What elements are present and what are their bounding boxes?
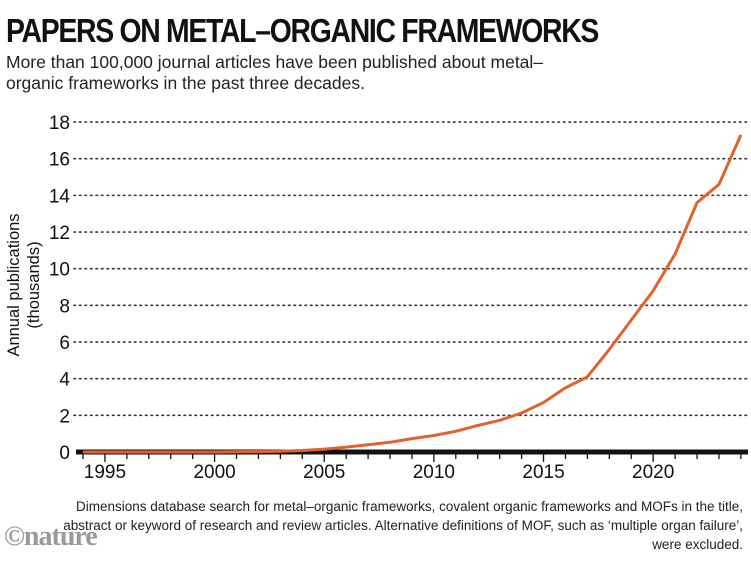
y-tick-label: 0	[59, 443, 70, 464]
chart-subtitle: More than 100,000 journal articles have …	[6, 52, 544, 93]
y-axis-label-line: (thousands)	[25, 241, 43, 328]
y-tick-label: 18	[49, 113, 70, 134]
y-tick-label: 12	[49, 223, 70, 244]
source-note: Dimensions database search for metal–org…	[63, 499, 743, 552]
x-tick-label: 2000	[193, 462, 235, 483]
y-tick-label: 6	[59, 333, 70, 354]
y-tick-label: 10	[49, 260, 70, 281]
series-line	[83, 134, 743, 454]
x-tick-label: 2010	[413, 462, 455, 483]
y-tick-label: 4	[59, 370, 70, 391]
y-tick-label: 16	[49, 150, 70, 171]
y-axis-label: Annual publications (thousands)	[5, 213, 43, 356]
x-tick-label: 1995	[84, 462, 126, 483]
y-tick-label: 14	[49, 186, 71, 207]
x-tick-label: 2005	[303, 462, 345, 483]
y-axis-label-line: Annual publications	[5, 213, 23, 356]
nature-logo: ©nature	[4, 521, 98, 552]
x-tick-label: 2020	[632, 462, 674, 483]
y-tick-label: 8	[59, 296, 70, 317]
y-tick-label: 2	[59, 406, 70, 427]
chart-title: PAPERS ON METAL–ORGANIC FRAMEWORKS	[6, 12, 599, 49]
x-tick-label: 2015	[522, 462, 564, 483]
